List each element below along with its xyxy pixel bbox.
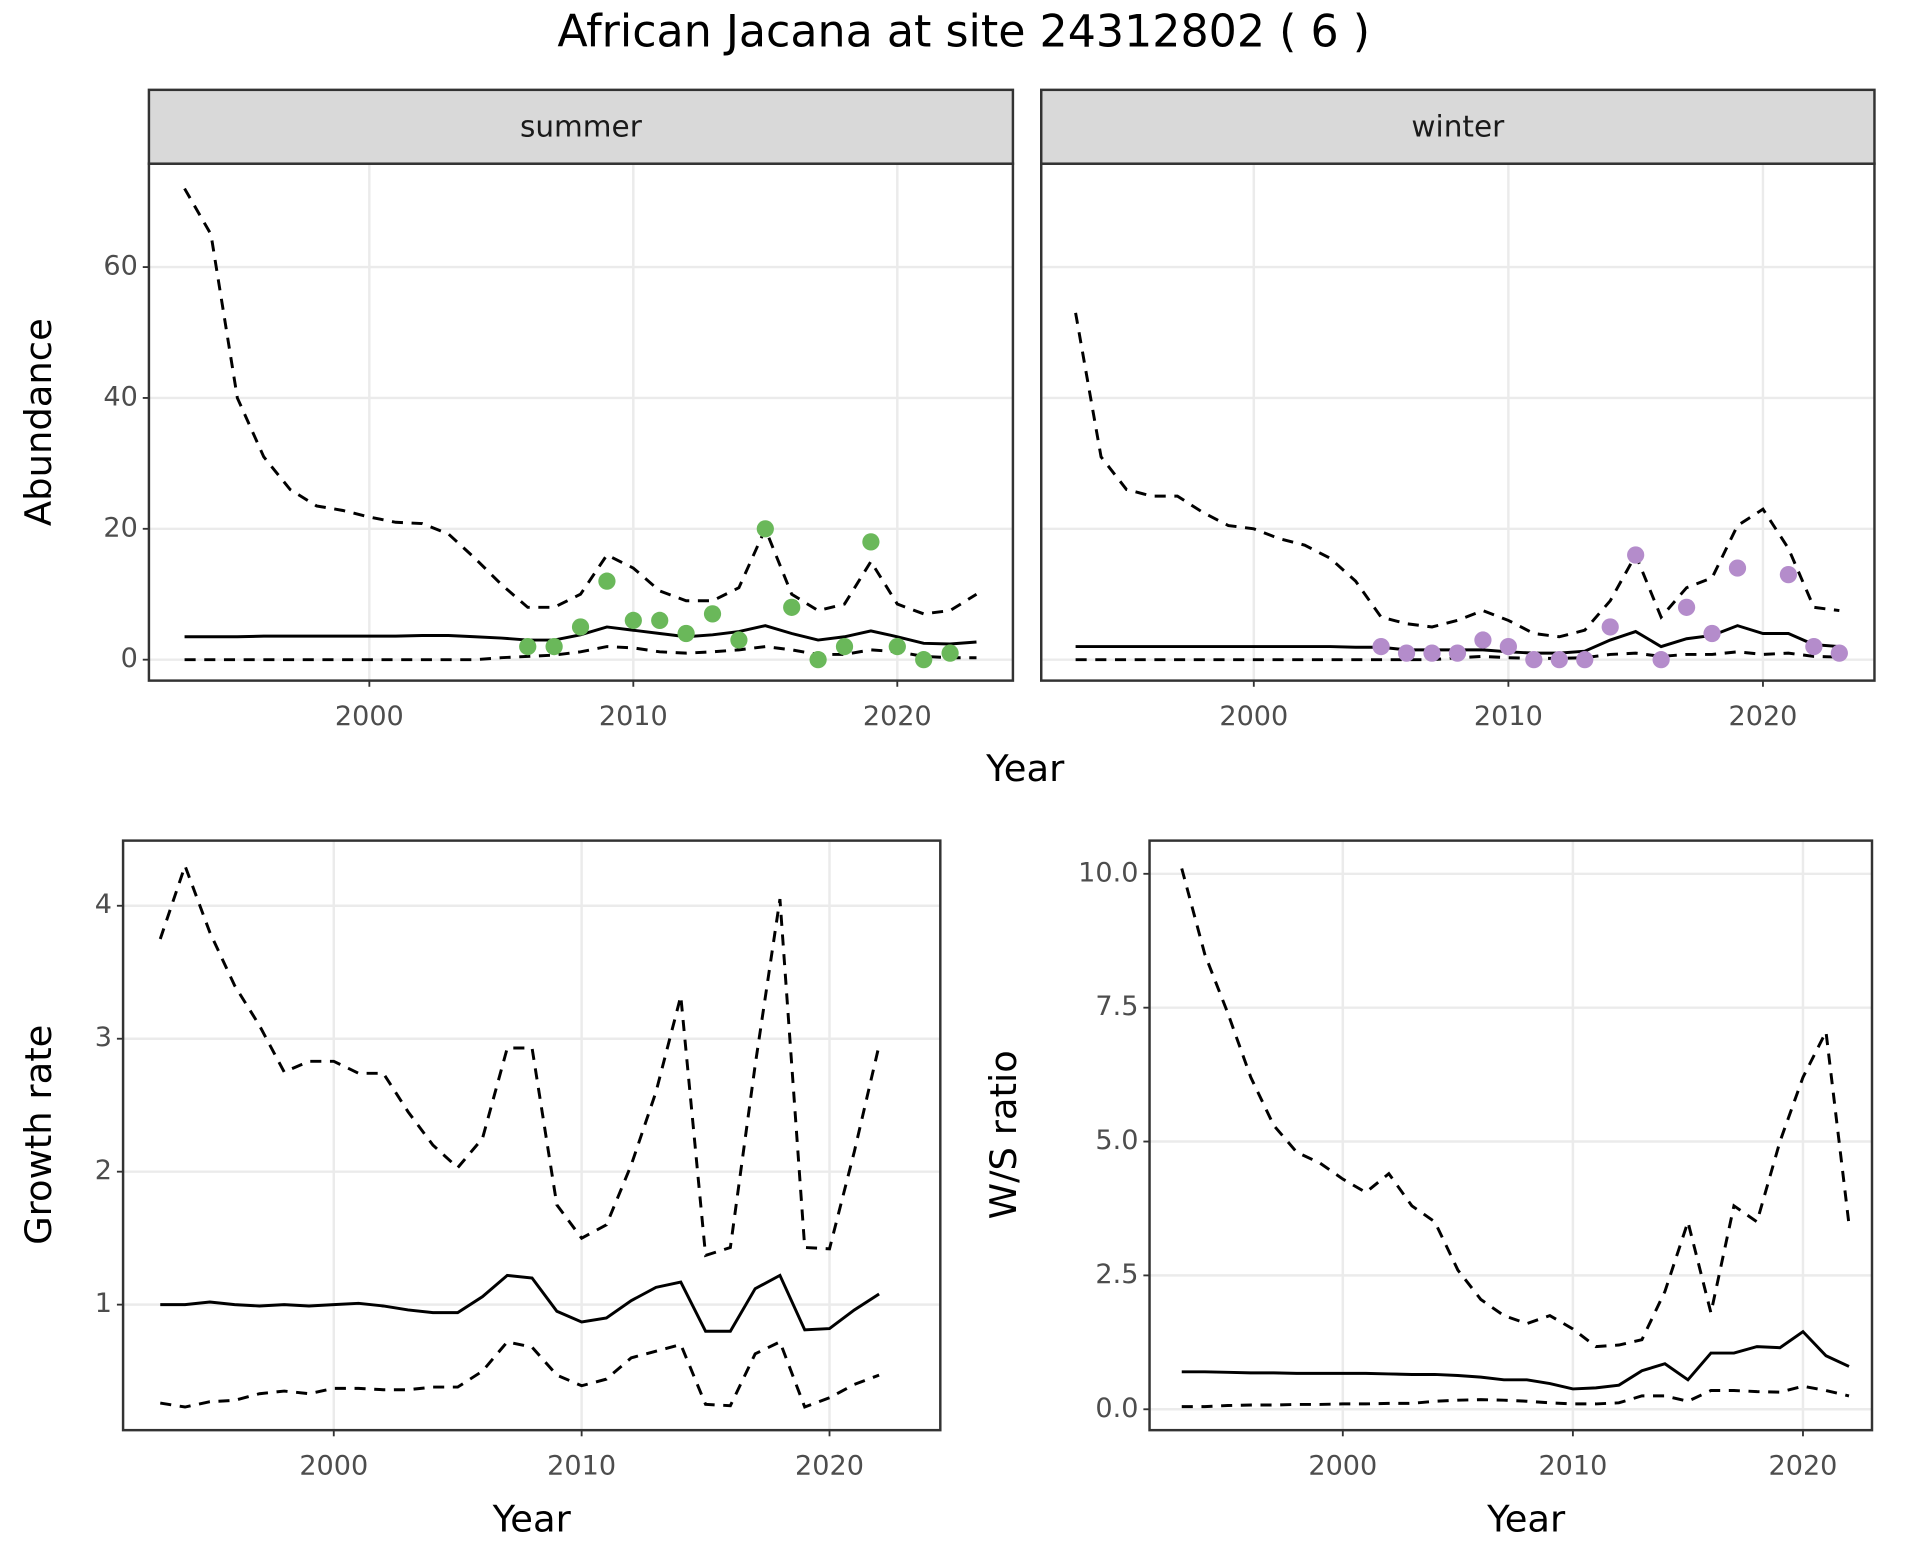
data-point [835,637,854,656]
data-point [1448,644,1467,662]
x-tick-label: 2010 [1474,701,1543,732]
y-axis-title: W/S ratio [982,1050,1025,1219]
data-point [1397,644,1416,662]
y-tick-label: 5.0 [1095,1125,1138,1156]
x-tick-label: 2000 [1308,1451,1377,1482]
data-point [1830,644,1848,662]
x-tick-label: 2000 [335,701,404,732]
y-tick-label: 2 [95,1155,112,1186]
data-point [1805,637,1823,656]
data-point [519,637,537,656]
facet-title: winter [1411,109,1505,143]
y-axis-title: Growth rate [17,1025,60,1245]
y-tick-label: 4 [95,889,112,920]
y-tick-label: 2.5 [1095,1259,1138,1290]
x-axis-title: Year [985,747,1065,790]
plot-panel [1041,163,1875,681]
y-tick-label: 1 [95,1288,112,1319]
data-point [1601,618,1619,636]
data-point [783,598,801,616]
x-tick-label: 2020 [795,1451,864,1482]
y-tick-label: 60 [103,251,137,282]
data-point [888,637,906,656]
interval-line [158,861,881,1258]
plot-panel [148,163,1013,681]
trend-line [160,1273,880,1333]
x-tick-label: 2000 [1219,701,1288,732]
data-point [1779,565,1798,584]
data-point [730,631,748,649]
y-tick-label: 7.5 [1095,991,1138,1022]
data-point [1372,637,1390,656]
y-tick-label: 0 [121,643,138,674]
data-point [1627,546,1645,564]
facet-strip [1040,88,1876,165]
data-point [1525,651,1543,669]
data-point [1728,559,1747,577]
data-point [1576,651,1594,669]
data-point [941,644,959,662]
data-point [1423,644,1441,662]
panel-border [121,839,942,1432]
trend-line [1181,1329,1850,1391]
data-point [677,624,695,643]
x-tick-label: 2010 [547,1451,616,1482]
x-tick-label: 2010 [1538,1451,1607,1482]
data-point [862,533,880,551]
interval-line [160,1339,880,1409]
y-tick-label: 3 [95,1022,112,1053]
y-tick-label: 10.0 [1078,857,1138,888]
data-point [545,637,563,656]
x-tick-label: 2000 [299,1451,368,1482]
x-axis-title: Year [1486,1498,1566,1541]
plot-panel [123,840,941,1431]
panel-border [1148,839,1874,1432]
data-point [1703,624,1721,643]
data-point [598,572,616,590]
x-tick-label: 2020 [863,701,932,732]
data-point [1677,598,1696,616]
data-point [571,618,590,636]
data-point [651,611,669,630]
y-axis-title: Abundance [17,318,60,526]
interval-line [1180,868,1851,1349]
data-point [1499,637,1517,656]
x-tick-label: 2010 [599,701,668,732]
data-point [1652,651,1670,669]
x-tick-label: 2020 [1769,1451,1838,1482]
data-point [756,520,774,538]
data-point [1550,651,1568,669]
interval-line [1181,1384,1850,1409]
y-tick-label: 20 [103,512,137,543]
plot-panel [1149,840,1872,1431]
interval-line [184,645,977,662]
data-point [703,605,722,623]
y-tick-label: 0.0 [1095,1393,1138,1424]
x-tick-label: 2020 [1729,701,1798,732]
data-point [624,611,642,630]
data-point [915,651,933,669]
y-tick-label: 40 [103,381,137,412]
data-point [1474,631,1492,649]
data-point [809,651,827,669]
facet-strip [147,88,1015,165]
facet-title: summer [520,109,643,143]
x-axis-title: Year [492,1498,572,1541]
figure-title: African Jacana at site 24312802 ( 6 ) [557,6,1370,57]
interval-line [183,187,978,616]
